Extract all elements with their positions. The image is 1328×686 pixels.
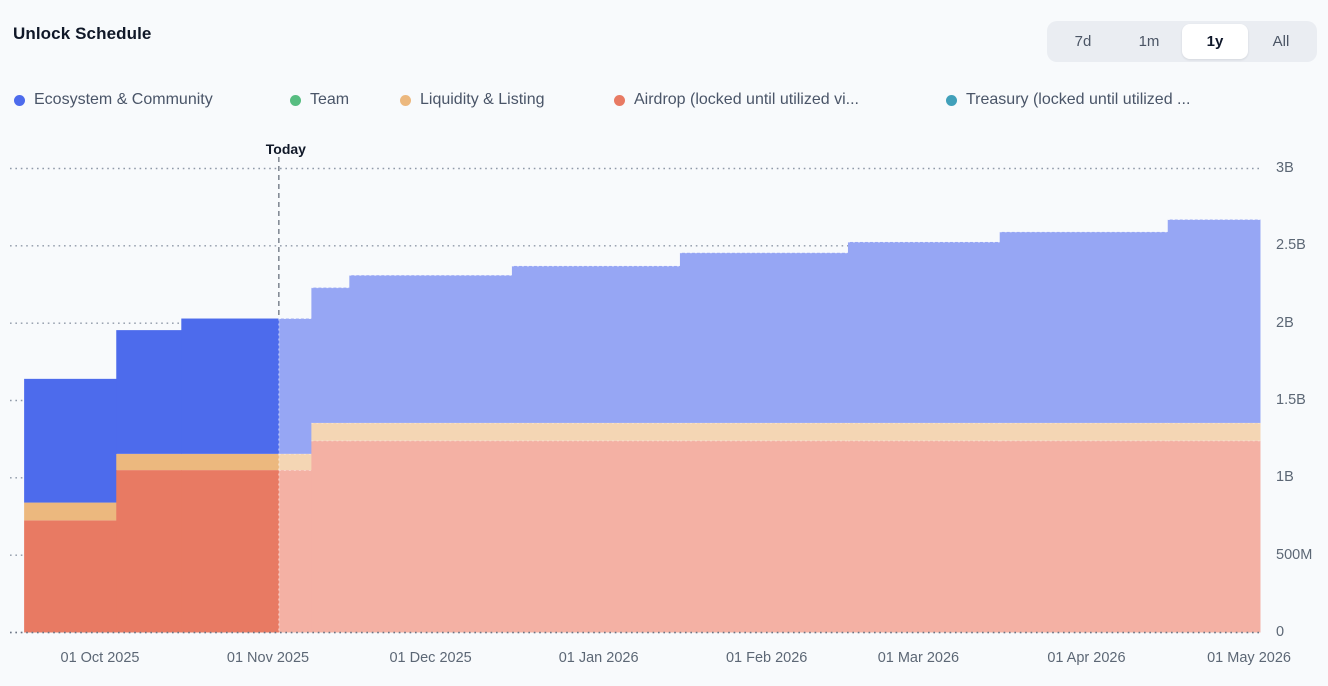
legend-label: Team <box>310 91 350 108</box>
range-button-1m[interactable]: 1m <box>1116 24 1182 59</box>
area-segment-airdrop[interactable] <box>278 470 312 633</box>
area-segment-ecosystem[interactable] <box>1167 219 1261 423</box>
area-segment-ecosystem[interactable] <box>181 318 280 454</box>
legend-dot-icon <box>614 94 625 106</box>
area-segment-liquidity[interactable] <box>999 422 1169 441</box>
range-button-7d[interactable]: 7d <box>1050 24 1116 59</box>
legend-item[interactable]: Airdrop (locked until utilized vi... <box>614 91 859 109</box>
legend-label: Airdrop (locked until utilized vi... <box>634 91 859 108</box>
legend-item[interactable]: Liquidity & Listing <box>400 91 545 109</box>
area-segment-liquidity[interactable] <box>679 422 849 441</box>
area-segment-liquidity[interactable] <box>511 422 681 441</box>
legend-item[interactable]: Ecosystem & Community <box>14 91 213 109</box>
legend-dot-icon <box>290 94 301 106</box>
area-segment-liquidity[interactable] <box>24 502 117 521</box>
legend-label: Treasury (locked until utilized ... <box>966 91 1191 108</box>
area-segment-airdrop[interactable] <box>24 520 117 633</box>
area-segment-airdrop[interactable] <box>511 440 681 633</box>
area-segment-airdrop[interactable] <box>679 440 849 633</box>
legend-dot-icon <box>400 94 411 106</box>
page-title: Unlock Schedule <box>13 24 152 43</box>
legend-dot-icon <box>946 94 957 106</box>
area-segment-ecosystem[interactable] <box>511 265 681 423</box>
area-segment-ecosystem[interactable] <box>311 287 350 423</box>
area-segment-liquidity[interactable] <box>349 422 513 441</box>
area-segment-liquidity[interactable] <box>116 453 182 471</box>
legend-label: Liquidity & Listing <box>420 91 545 108</box>
area-segment-ecosystem[interactable] <box>847 241 1001 423</box>
range-button-all[interactable]: All <box>1248 24 1314 59</box>
legend-item[interactable]: Treasury (locked until utilized ... <box>946 91 1190 109</box>
legend-item[interactable]: Team <box>290 91 349 109</box>
area-segment-ecosystem[interactable] <box>278 318 312 454</box>
area-segment-liquidity[interactable] <box>847 422 1001 441</box>
area-segment-ecosystem[interactable] <box>349 275 513 423</box>
area-segment-ecosystem[interactable] <box>999 231 1169 423</box>
area-segment-airdrop[interactable] <box>116 470 182 633</box>
area-segment-airdrop[interactable] <box>999 440 1169 633</box>
area-segment-liquidity[interactable] <box>1167 422 1261 441</box>
chart-legend: Ecosystem & Community Team Liquidity & Lis… <box>0 91 1328 111</box>
today-marker-label: Today <box>265 141 306 157</box>
area-segment-airdrop[interactable] <box>1167 440 1261 633</box>
area-segment-airdrop[interactable] <box>349 440 513 633</box>
area-segment-ecosystem[interactable] <box>116 330 182 454</box>
range-button-1y[interactable]: 1y <box>1182 24 1248 59</box>
legend-label: Ecosystem & Community <box>34 91 213 108</box>
area-segment-liquidity[interactable] <box>181 453 280 471</box>
area-segment-liquidity[interactable] <box>278 453 312 471</box>
area-segment-liquidity[interactable] <box>311 422 350 441</box>
time-range-selector: 7d 1m 1y All <box>1047 21 1317 62</box>
area-segment-airdrop[interactable] <box>311 440 350 633</box>
legend-dot-icon <box>14 94 25 106</box>
area-segment-airdrop[interactable] <box>847 440 1001 633</box>
area-segment-airdrop[interactable] <box>181 470 280 633</box>
area-segment-ecosystem[interactable] <box>679 252 849 423</box>
area-segment-ecosystem[interactable] <box>24 378 117 503</box>
